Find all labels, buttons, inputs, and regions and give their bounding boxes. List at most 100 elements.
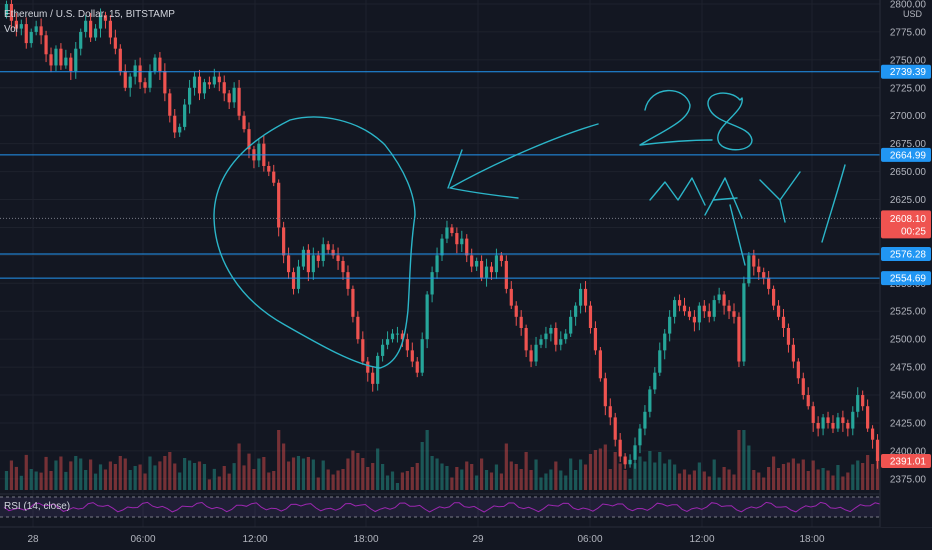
volume-bar [29, 469, 33, 490]
volume-bar [578, 459, 583, 490]
candle [539, 334, 543, 349]
candle-body [613, 417, 617, 440]
candle-body [366, 361, 370, 373]
candle [811, 401, 815, 432]
drawings[interactable] [213, 89, 846, 369]
candle [440, 234, 444, 261]
candle-body [668, 316, 672, 334]
candle [89, 12, 93, 42]
current-price-bg [881, 210, 931, 239]
candle-body [272, 171, 276, 183]
drawn-number-2[interactable] [639, 89, 713, 146]
drawn-letter-m[interactable] [649, 177, 706, 206]
time-tick-label: 12:00 [689, 534, 714, 545]
candle-body [697, 305, 701, 323]
candle-body [118, 48, 122, 72]
candle [757, 258, 761, 280]
volume-bar [638, 456, 642, 490]
candle-body [762, 272, 766, 278]
candle [420, 332, 424, 377]
volume-bar [366, 467, 370, 490]
candle-body [14, 20, 18, 29]
volume-bar [831, 475, 835, 490]
volume-bar [425, 430, 429, 490]
candle [390, 329, 395, 343]
candle-body [390, 333, 395, 340]
candle [242, 111, 246, 133]
candle-body [781, 316, 786, 328]
rsi-label[interactable]: RSI (14, close) [4, 501, 71, 512]
volume-bar [247, 453, 251, 490]
volume-bar [212, 468, 216, 490]
candle [54, 45, 58, 72]
candle [465, 234, 469, 263]
candle [702, 300, 706, 318]
candle-body [603, 378, 607, 407]
volume-bar [301, 458, 306, 490]
candle-body [717, 294, 721, 301]
volume-bar [465, 461, 469, 490]
drawn-letter-y[interactable] [759, 171, 801, 223]
candle-body [440, 238, 444, 256]
volume-bar [524, 452, 528, 490]
candle-body [673, 300, 677, 317]
drawn-letter-a[interactable] [704, 177, 743, 219]
volume-bar [321, 460, 325, 490]
candle [866, 399, 870, 432]
volume-bar [173, 463, 177, 490]
candle [153, 54, 157, 75]
volume-bar [692, 470, 697, 490]
candle [415, 357, 419, 378]
volume-bar [539, 477, 543, 490]
time-axis: 28 06:00 12:00 18:00 29 06:00 12:00 18:00 [27, 534, 825, 545]
drawn-arrow-head[interactable] [447, 149, 463, 189]
volume-bar [202, 464, 207, 490]
volume-bar [74, 456, 78, 490]
candle [618, 433, 622, 463]
candle [381, 339, 385, 362]
volume-bar [113, 464, 117, 490]
volume-bar [856, 460, 860, 490]
candle-body [707, 311, 711, 317]
volume-bar [390, 471, 395, 490]
volume-bar [544, 473, 548, 490]
drawn-arrow-shaft[interactable] [449, 123, 599, 199]
volume-bar [767, 467, 771, 490]
drawn-letter-y-tail[interactable] [821, 164, 846, 243]
candle-body [806, 395, 810, 407]
volume-bar [277, 430, 281, 490]
candle-body [653, 372, 657, 390]
candle-body [381, 344, 385, 356]
drawn-number-8[interactable] [707, 92, 753, 151]
candle [534, 336, 538, 366]
candle-body [39, 26, 43, 36]
volume-label[interactable]: Vol [4, 24, 18, 35]
candles[interactable] [4, 0, 880, 469]
candle-body [767, 277, 771, 289]
candle [737, 312, 741, 368]
candle [217, 72, 221, 92]
candle [4, 0, 9, 19]
candle-body [727, 305, 731, 312]
volume-bar [821, 468, 825, 490]
candle [717, 287, 721, 304]
symbol-title[interactable]: Ethereum / U.S. Dollar, 15, BITSTAMP [4, 9, 175, 20]
drawn-line-lower[interactable] [729, 204, 746, 266]
candle [608, 398, 612, 426]
candle-body [757, 266, 761, 273]
candle [697, 302, 701, 331]
candle-body [202, 82, 207, 94]
volume-bar [148, 456, 152, 490]
candle [183, 98, 187, 131]
volume-bar [168, 452, 172, 490]
candle [682, 297, 687, 316]
horizontal-levels[interactable] [0, 71, 880, 279]
drawn-circle[interactable] [213, 116, 416, 369]
level-label-bg [881, 64, 931, 79]
volume-bar [593, 450, 598, 490]
volume-bar [311, 459, 315, 490]
volume-bar [237, 443, 241, 490]
price-axis: 2800.00 2775.00 2750.00 2725.00 2700.00 2675.… [879, 0, 932, 527]
